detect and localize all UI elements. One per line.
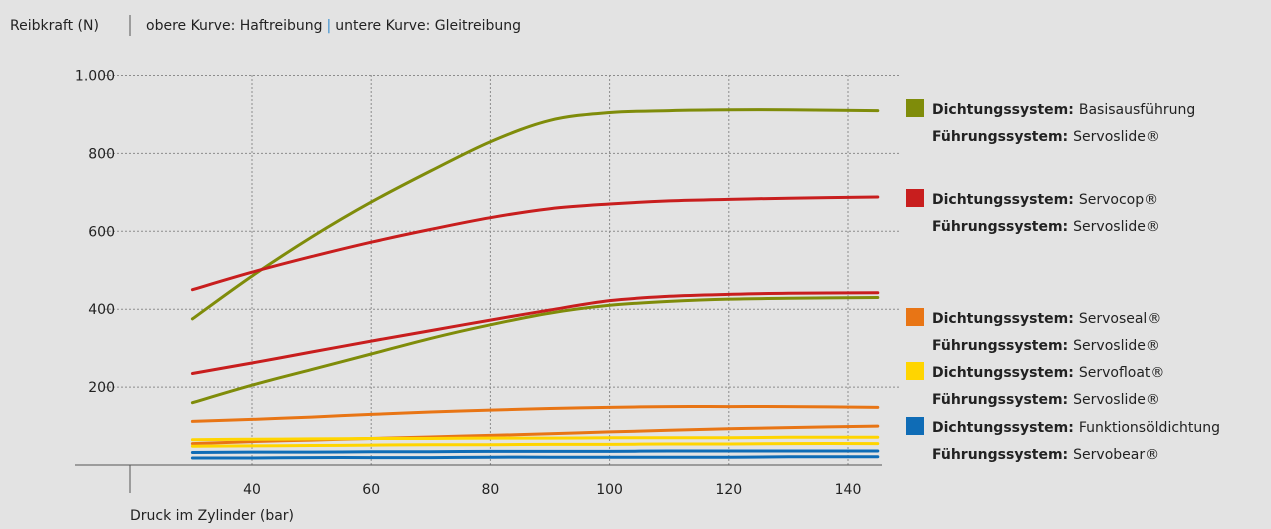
x-tick-label: 80	[481, 482, 499, 498]
legend-seal-value: Servoseal®	[1079, 311, 1161, 327]
x-tick-label: 100	[596, 482, 623, 498]
legend-seal-line: Dichtungssystem: Basisausführung	[932, 102, 1195, 118]
legend-seal-label: Dichtungssystem:	[932, 102, 1074, 118]
y-axis-title: Reibkraft (N)	[10, 18, 99, 34]
grid	[105, 75, 900, 465]
y-tick-label: 800	[88, 146, 115, 162]
series-lines	[190, 108, 880, 460]
legend-guide-line: Führungssystem: Servoslide®	[932, 392, 1160, 408]
legend-guide-label: Führungssystem:	[932, 447, 1068, 463]
y-tick-label: 600	[88, 224, 115, 240]
legend-guide-label: Führungssystem:	[932, 219, 1068, 235]
legend-guide-label: Führungssystem:	[932, 338, 1068, 354]
y-tick-label: 200	[88, 380, 115, 396]
series-line	[190, 455, 880, 460]
y-tick-label: 1.000	[75, 69, 115, 85]
legend-seal-line: Dichtungssystem: Servoseal®	[932, 311, 1161, 327]
legend-seal-line: Dichtungssystem: Servofloat®	[932, 365, 1164, 381]
legend-seal-label: Dichtungssystem:	[932, 311, 1074, 327]
legend-seal-value: Basisausführung	[1079, 102, 1195, 118]
subtitle-static-friction: obere Kurve: Haftreibung	[146, 18, 323, 34]
series-line	[190, 442, 880, 448]
legend-swatch	[906, 189, 924, 207]
legend-guide-label: Führungssystem:	[932, 129, 1068, 145]
x-tick-label: 140	[835, 482, 862, 498]
legend-seal-value: Servofloat®	[1079, 365, 1165, 381]
legend: Dichtungssystem: Basisausführung Führungss…	[906, 99, 1220, 463]
legend-guide-value: Servoslide®	[1073, 338, 1160, 354]
series-line	[190, 291, 880, 375]
series-line	[190, 195, 880, 292]
legend-seal-label: Dichtungssystem:	[932, 365, 1074, 381]
subtitle-separator: |	[327, 18, 332, 34]
legend-guide-value: Servoslide®	[1073, 392, 1160, 408]
series-line	[190, 108, 880, 321]
legend-guide-line: Führungssystem: Servoslide®	[932, 338, 1160, 354]
series-line	[190, 435, 880, 442]
legend-seal-value: Servocop®	[1079, 192, 1158, 208]
x-axis-title: Druck im Zylinder (bar)	[130, 508, 294, 524]
legend-guide-value: Servoslide®	[1073, 129, 1160, 145]
legend-entry: Dichtungssystem: Basisausführung Führungss…	[906, 99, 1195, 145]
legend-guide-label: Führungssystem:	[932, 392, 1068, 408]
y-tick-label: 400	[88, 302, 115, 318]
x-tick-label: 40	[243, 482, 261, 498]
legend-entry: Dichtungssystem: Funktionsöldichtung Führu…	[906, 417, 1220, 463]
chart-subtitle: obere Kurve: Haftreibung | untere Kurve: G…	[146, 18, 521, 34]
legend-seal-label: Dichtungssystem:	[932, 420, 1074, 436]
series-line	[190, 296, 880, 405]
legend-swatch	[906, 308, 924, 326]
legend-guide-line: Führungssystem: Servobear®	[932, 447, 1159, 463]
legend-guide-value: Servoslide®	[1073, 219, 1160, 235]
legend-seal-line: Dichtungssystem: Servocop®	[932, 192, 1158, 208]
legend-guide-value: Servobear®	[1073, 447, 1159, 463]
legend-seal-label: Dichtungssystem:	[932, 192, 1074, 208]
legend-entry: Dichtungssystem: Servofloat® Führungssyste…	[906, 362, 1164, 408]
legend-entry: Dichtungssystem: Servoseal® Führungssystem…	[906, 308, 1161, 354]
series-line	[190, 449, 880, 454]
legend-entry: Dichtungssystem: Servocop® Führungssystem:…	[906, 189, 1160, 235]
x-tick-label: 120	[715, 482, 742, 498]
axes: 200 400 600 800 1.000 40 60 80 100 120 140	[75, 69, 882, 498]
legend-swatch	[906, 99, 924, 117]
legend-swatch	[906, 417, 924, 435]
legend-seal-line: Dichtungssystem: Funktionsöldichtung	[932, 420, 1220, 436]
legend-guide-line: Führungssystem: Servoslide®	[932, 219, 1160, 235]
legend-guide-line: Führungssystem: Servoslide®	[932, 129, 1160, 145]
series-line	[190, 424, 880, 446]
series-line	[190, 405, 880, 423]
x-tick-label: 60	[362, 482, 380, 498]
legend-swatch	[906, 362, 924, 380]
legend-seal-value: Funktionsöldichtung	[1079, 420, 1220, 436]
subtitle-sliding-friction: untere Kurve: Gleitreibung	[335, 18, 521, 34]
